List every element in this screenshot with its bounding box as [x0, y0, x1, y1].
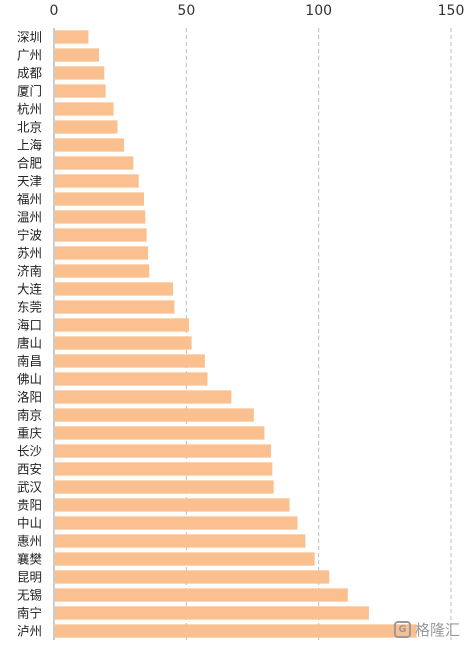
bar-9 [55, 192, 144, 206]
x-tick-label: 50 [177, 3, 195, 19]
category-label: 天津 [17, 174, 42, 189]
x-tick-label: 150 [438, 3, 465, 19]
bar-6 [55, 138, 125, 152]
x-tick-label: 100 [305, 3, 332, 19]
bar-2 [55, 66, 105, 80]
bar-0 [55, 30, 89, 44]
category-label: 南昌 [17, 354, 42, 369]
category-label: 西安 [17, 462, 42, 477]
category-label: 中山 [17, 516, 42, 531]
category-label: 东莞 [17, 300, 42, 315]
category-label: 重庆 [17, 426, 43, 441]
bar-32 [55, 606, 369, 620]
bar-30 [55, 570, 330, 584]
bar-17 [55, 336, 192, 350]
watermark-logo-icon: G [393, 621, 411, 638]
bar-8 [55, 174, 139, 188]
bar-21 [55, 408, 254, 422]
watermark: G 格隆汇 [393, 619, 460, 640]
category-label: 佛山 [17, 372, 42, 387]
category-label: 海口 [17, 318, 42, 333]
x-axis-ticks: 0 50 100 150 [50, 3, 465, 19]
bar-31 [55, 588, 348, 602]
bar-18 [55, 354, 205, 368]
category-label: 南宁 [17, 606, 42, 621]
category-label: 上海 [17, 138, 43, 153]
bar-28 [55, 534, 306, 548]
category-label: 杭州 [17, 102, 42, 117]
bar-5 [55, 120, 118, 134]
bar-13 [55, 264, 150, 278]
category-label: 合肥 [17, 156, 43, 171]
category-label: 襄樊 [17, 552, 43, 567]
bar-27 [55, 516, 298, 530]
bar-14 [55, 282, 174, 296]
bar-16 [55, 318, 189, 332]
category-label: 长沙 [17, 444, 43, 459]
category-labels: 深圳广州成都厦门杭州北京上海合肥天津福州温州宁波苏州济南大连东莞海口唐山南昌佛山… [17, 30, 43, 639]
category-label: 成都 [17, 66, 43, 81]
bar-12 [55, 246, 148, 260]
category-label: 厦门 [17, 84, 42, 99]
bar-22 [55, 426, 265, 440]
category-label: 济南 [17, 264, 42, 279]
grid-lines [185, 28, 452, 640]
category-label: 昆明 [17, 570, 42, 585]
category-label: 苏州 [17, 246, 42, 261]
category-label: 宁波 [17, 228, 43, 243]
bar-33 [55, 624, 417, 638]
bar-19 [55, 372, 208, 386]
bar-23 [55, 444, 272, 458]
bar-4 [55, 102, 114, 116]
category-label: 温州 [17, 210, 42, 225]
x-tick-label: 0 [50, 3, 59, 19]
watermark-text: 格隆汇 [414, 621, 460, 639]
bar-11 [55, 228, 147, 242]
bar-7 [55, 156, 134, 170]
bar-26 [55, 498, 290, 512]
category-label: 惠州 [17, 534, 42, 549]
category-label: 无锡 [17, 588, 42, 603]
bar-20 [55, 390, 232, 404]
bar-3 [55, 84, 106, 98]
category-label: 南京 [17, 408, 42, 423]
category-label: 大连 [17, 282, 43, 297]
category-label: 泸州 [17, 624, 42, 639]
category-label: 广州 [17, 48, 42, 63]
bar-29 [55, 552, 315, 566]
category-label: 洛阳 [17, 390, 42, 405]
category-label: 武汉 [17, 480, 43, 495]
category-label: 贵阳 [17, 498, 42, 513]
bars [55, 30, 417, 638]
bar-24 [55, 462, 273, 476]
bar-1 [55, 48, 99, 62]
bar-10 [55, 210, 146, 224]
category-label: 福州 [17, 192, 42, 207]
bar-15 [55, 300, 175, 314]
category-label: 深圳 [17, 30, 42, 45]
category-label: 北京 [17, 120, 42, 135]
bar-25 [55, 480, 274, 494]
category-label: 唐山 [17, 336, 42, 351]
